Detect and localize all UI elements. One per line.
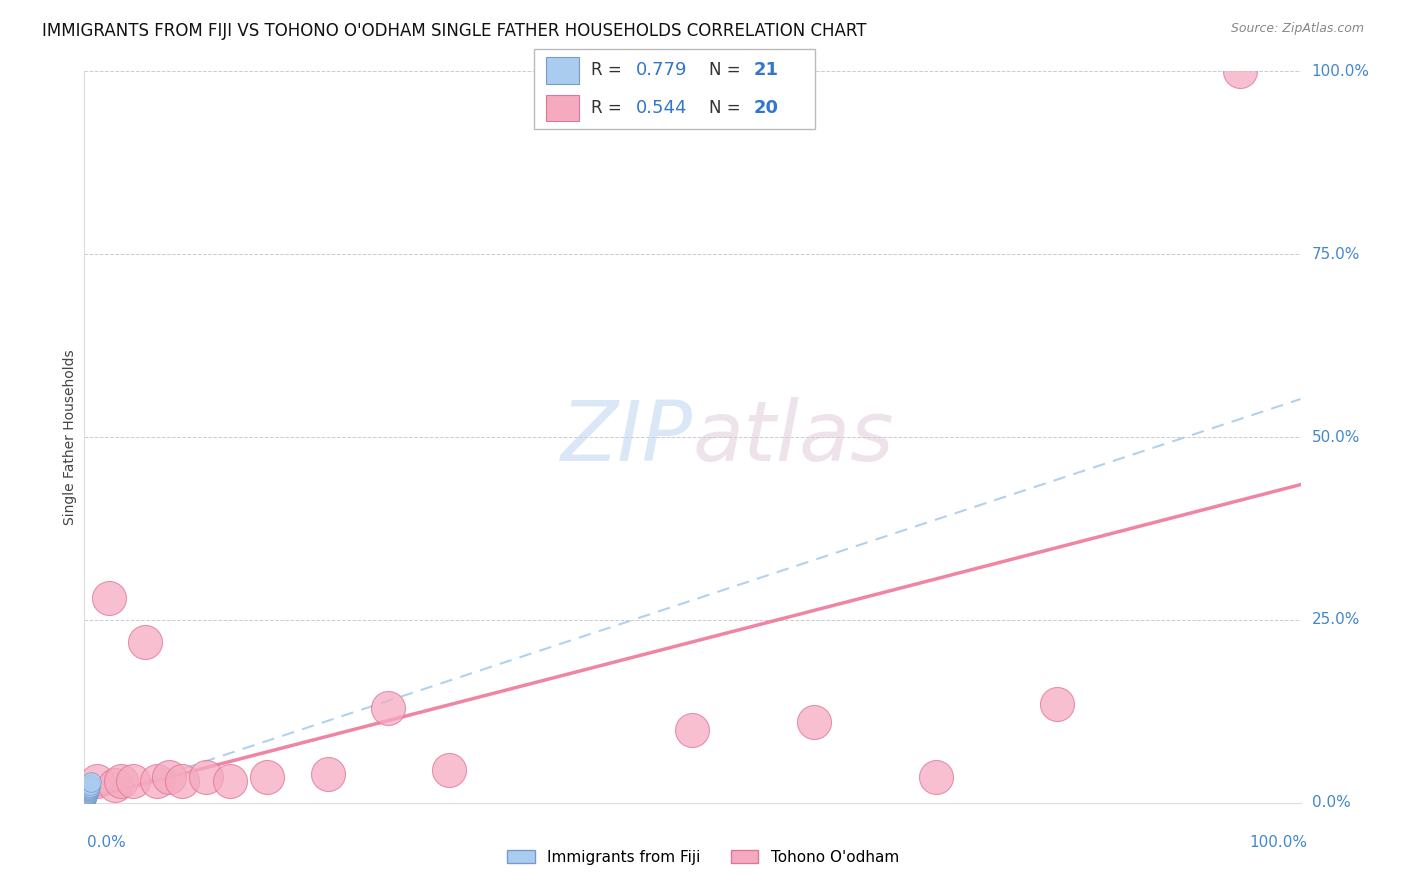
- Text: 21: 21: [754, 61, 779, 78]
- Point: [77, 782, 100, 797]
- Point: [256, 770, 278, 784]
- FancyBboxPatch shape: [546, 95, 579, 121]
- Legend: Immigrants from Fiji, Tohono O'odham: Immigrants from Fiji, Tohono O'odham: [501, 844, 905, 871]
- Text: R =: R =: [591, 61, 627, 78]
- Point: [79, 777, 101, 792]
- Text: 0.0%: 0.0%: [1312, 796, 1350, 810]
- Point: [925, 770, 948, 784]
- Point: [75, 789, 97, 804]
- Text: 0.0%: 0.0%: [87, 836, 127, 850]
- Point: [79, 780, 101, 794]
- Point: [76, 787, 98, 801]
- Point: [80, 775, 103, 789]
- Text: 50.0%: 50.0%: [1312, 430, 1360, 444]
- Point: [75, 791, 97, 805]
- Point: [77, 783, 100, 797]
- Point: [803, 715, 825, 730]
- Point: [75, 789, 97, 804]
- Point: [146, 773, 169, 788]
- Point: [75, 790, 97, 805]
- Point: [159, 770, 181, 784]
- Text: 0.544: 0.544: [636, 99, 688, 117]
- Text: 100.0%: 100.0%: [1250, 836, 1308, 850]
- FancyBboxPatch shape: [546, 57, 579, 84]
- Text: N =: N =: [709, 61, 745, 78]
- Point: [75, 793, 97, 807]
- Point: [97, 591, 120, 605]
- Text: 0.779: 0.779: [636, 61, 688, 78]
- Y-axis label: Single Father Households: Single Father Households: [63, 350, 77, 524]
- Text: 75.0%: 75.0%: [1312, 247, 1360, 261]
- Point: [76, 788, 98, 802]
- Point: [104, 777, 127, 792]
- Point: [316, 766, 339, 780]
- Text: R =: R =: [591, 99, 627, 117]
- Point: [77, 781, 100, 796]
- Point: [219, 773, 242, 788]
- Point: [75, 792, 97, 806]
- Text: IMMIGRANTS FROM FIJI VS TOHONO O'ODHAM SINGLE FATHER HOUSEHOLDS CORRELATION CHAR: IMMIGRANTS FROM FIJI VS TOHONO O'ODHAM S…: [42, 22, 866, 40]
- Point: [110, 773, 132, 788]
- Text: 20: 20: [754, 99, 779, 117]
- Text: Source: ZipAtlas.com: Source: ZipAtlas.com: [1230, 22, 1364, 36]
- Point: [682, 723, 704, 737]
- Text: atlas: atlas: [693, 397, 894, 477]
- Point: [77, 784, 100, 798]
- Text: N =: N =: [709, 99, 745, 117]
- Point: [76, 789, 98, 804]
- Point: [86, 773, 108, 788]
- FancyBboxPatch shape: [534, 49, 815, 129]
- Point: [77, 785, 100, 799]
- Point: [76, 786, 98, 800]
- Text: 100.0%: 100.0%: [1312, 64, 1369, 78]
- Point: [1229, 64, 1251, 78]
- Point: [1046, 697, 1069, 711]
- Point: [439, 763, 461, 777]
- Point: [134, 635, 156, 649]
- Point: [76, 789, 98, 803]
- Point: [77, 781, 100, 796]
- Text: 25.0%: 25.0%: [1312, 613, 1360, 627]
- Point: [194, 770, 218, 784]
- Text: ZIP: ZIP: [561, 397, 693, 477]
- Point: [170, 773, 193, 788]
- Point: [377, 700, 399, 714]
- Point: [122, 773, 145, 788]
- Point: [73, 794, 96, 808]
